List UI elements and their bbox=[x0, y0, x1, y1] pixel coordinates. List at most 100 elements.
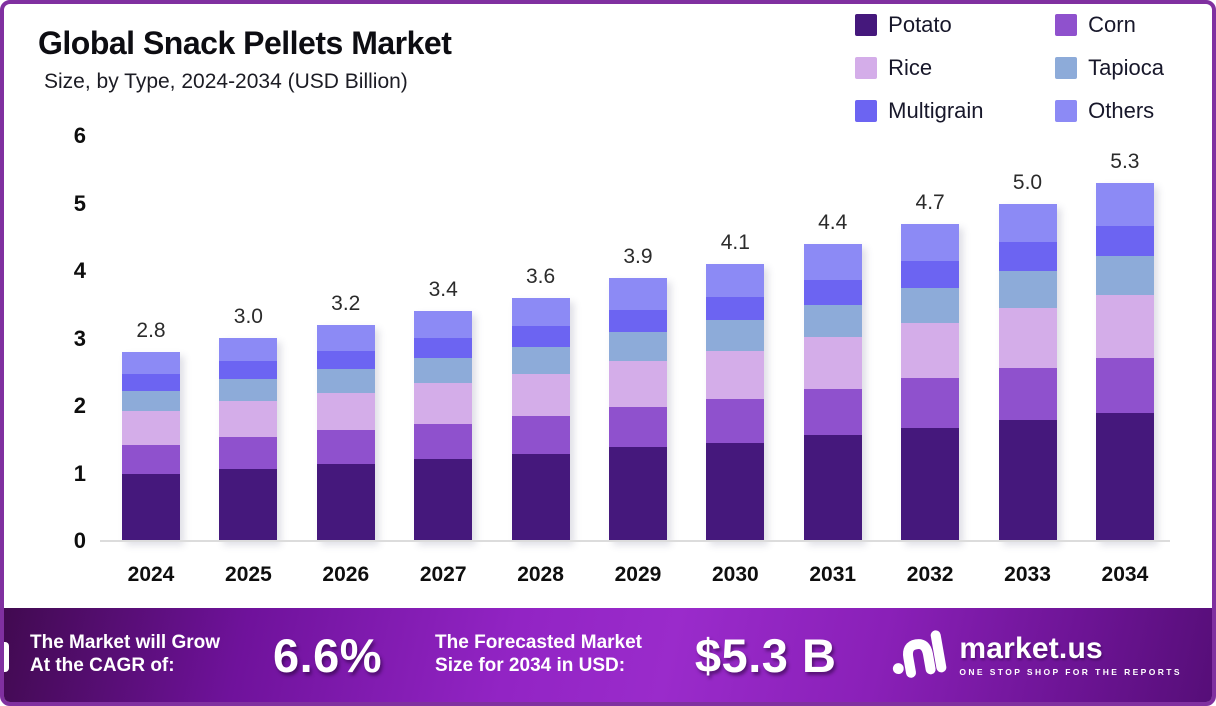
bar-column-2032: 4.7 2032 bbox=[901, 136, 960, 586]
segment-potato bbox=[608, 447, 667, 541]
segment-rice bbox=[901, 323, 960, 379]
legend-label: Tapioca bbox=[1088, 55, 1164, 80]
bar-column-2034: 5.3 2034 bbox=[1095, 136, 1154, 586]
segment-corn bbox=[998, 367, 1057, 421]
forecast-value: $5.3 B bbox=[694, 628, 837, 682]
bar-column-2027: 3.4 2027 bbox=[414, 136, 473, 586]
segment-others bbox=[998, 203, 1057, 243]
segment-others bbox=[706, 264, 765, 297]
segment-tapioca bbox=[608, 331, 667, 361]
segment-tapioca bbox=[414, 358, 473, 384]
segment-tapioca bbox=[316, 368, 375, 393]
x-axis-label: 2025 bbox=[225, 563, 272, 586]
segment-potato bbox=[803, 435, 862, 541]
forecast-label: The Forecasted Market Size for 2034 in U… bbox=[435, 632, 642, 678]
cagr-label-line2: At the CAGR of: bbox=[30, 655, 175, 676]
bar-total-label: 3.2 bbox=[331, 292, 361, 316]
bar-total-label: 2.8 bbox=[136, 319, 166, 343]
brand-name: market.us bbox=[959, 631, 1103, 665]
bar-column-2030: 4.1 2030 bbox=[706, 136, 765, 586]
segment-tapioca bbox=[998, 271, 1057, 309]
x-axis-label: 2034 bbox=[1101, 563, 1149, 586]
segment-multigrain bbox=[316, 350, 375, 369]
segment-tapioca bbox=[511, 346, 570, 374]
segment-corn bbox=[803, 389, 862, 435]
segment-potato bbox=[414, 459, 473, 541]
forecast-label-line1: The Forecasted Market bbox=[435, 632, 642, 654]
y-tick-label: 1 bbox=[73, 460, 86, 486]
legend-label: Corn bbox=[1088, 12, 1136, 37]
segment-corn bbox=[901, 378, 960, 428]
segment-rice bbox=[122, 411, 180, 445]
bar-total-label: 4.1 bbox=[720, 231, 750, 255]
segment-rice bbox=[998, 308, 1057, 368]
segment-others bbox=[803, 243, 862, 280]
legend-label: Others bbox=[1088, 98, 1155, 123]
legend-item-rice: Rice bbox=[855, 55, 1055, 81]
bar-total-label: 3.4 bbox=[428, 278, 458, 302]
bar-stack bbox=[219, 338, 278, 541]
legend-item-corn: Corn bbox=[1055, 12, 1164, 38]
x-axis-label: 2032 bbox=[906, 563, 954, 586]
brand-text: market.us ONE STOP SHOP FOR THE REPORTS bbox=[959, 631, 1182, 677]
bar-total-label: 5.0 bbox=[1012, 170, 1043, 194]
segment-corn bbox=[608, 406, 667, 448]
segment-corn bbox=[414, 423, 473, 460]
tapioca-swatch-icon bbox=[1055, 57, 1078, 79]
segment-multigrain bbox=[998, 242, 1057, 272]
segment-others bbox=[1095, 183, 1154, 226]
y-tick-label: 0 bbox=[73, 528, 86, 553]
x-axis-label: 2033 bbox=[1004, 563, 1051, 586]
segment-multigrain bbox=[219, 361, 278, 380]
segment-potato bbox=[1095, 413, 1154, 541]
segment-potato bbox=[219, 468, 278, 541]
segment-multigrain bbox=[511, 325, 570, 347]
segment-multigrain bbox=[608, 309, 667, 332]
segment-multigrain bbox=[1095, 225, 1154, 257]
legend-label: Rice bbox=[888, 55, 933, 80]
segment-others bbox=[122, 352, 180, 375]
segment-multigrain bbox=[706, 296, 765, 321]
x-axis-label: 2027 bbox=[419, 563, 467, 586]
segment-multigrain bbox=[803, 279, 862, 305]
segment-multigrain bbox=[414, 338, 473, 359]
x-axis-label: 2026 bbox=[322, 563, 370, 586]
chart-subtitle: Size, by Type, 2024-2034 (USD Billion) bbox=[44, 70, 408, 94]
legend-item-others: Others bbox=[1055, 98, 1164, 124]
segment-rice bbox=[511, 373, 570, 417]
x-axis-label: 2029 bbox=[614, 563, 662, 586]
x-axis-label: 2030 bbox=[711, 563, 759, 586]
segment-others bbox=[414, 311, 473, 339]
segment-rice bbox=[1095, 295, 1154, 359]
bar-column-2031: 4.4 2031 bbox=[803, 136, 862, 586]
segment-corn bbox=[219, 437, 278, 469]
segment-others bbox=[608, 277, 667, 310]
bar-stack bbox=[122, 352, 180, 541]
x-axis-label: 2028 bbox=[517, 563, 564, 586]
segment-corn bbox=[316, 430, 375, 465]
potato-swatch-icon bbox=[855, 14, 878, 36]
plot-area: 2.8 2024 3.0 2025 3.2 2026 3.4 2027 3.6 2028 3.9 20… bbox=[96, 136, 1180, 586]
segment-others bbox=[316, 325, 375, 351]
legend-item-potato: Potato bbox=[855, 12, 1055, 38]
segment-potato bbox=[706, 442, 765, 541]
segment-tapioca bbox=[122, 390, 180, 412]
segment-potato bbox=[901, 427, 960, 541]
multigrain-swatch-icon bbox=[855, 100, 878, 122]
bar-total-label: 3.9 bbox=[623, 244, 653, 268]
y-tick-label: 2 bbox=[73, 393, 86, 418]
segment-potato bbox=[122, 473, 180, 541]
segment-rice bbox=[219, 401, 278, 438]
bar-stack bbox=[511, 298, 570, 541]
segment-corn bbox=[706, 399, 765, 443]
bar-stack bbox=[316, 325, 375, 541]
segment-potato bbox=[511, 453, 570, 541]
segment-rice bbox=[414, 383, 473, 424]
corn-swatch-icon bbox=[1055, 14, 1078, 36]
y-tick-label: 6 bbox=[73, 123, 86, 148]
segment-multigrain bbox=[122, 374, 180, 391]
segment-rice bbox=[803, 337, 862, 390]
bar-column-2029: 3.9 2029 bbox=[608, 136, 667, 586]
cagr-label: The Market will Grow At the CAGR of: bbox=[30, 632, 220, 678]
